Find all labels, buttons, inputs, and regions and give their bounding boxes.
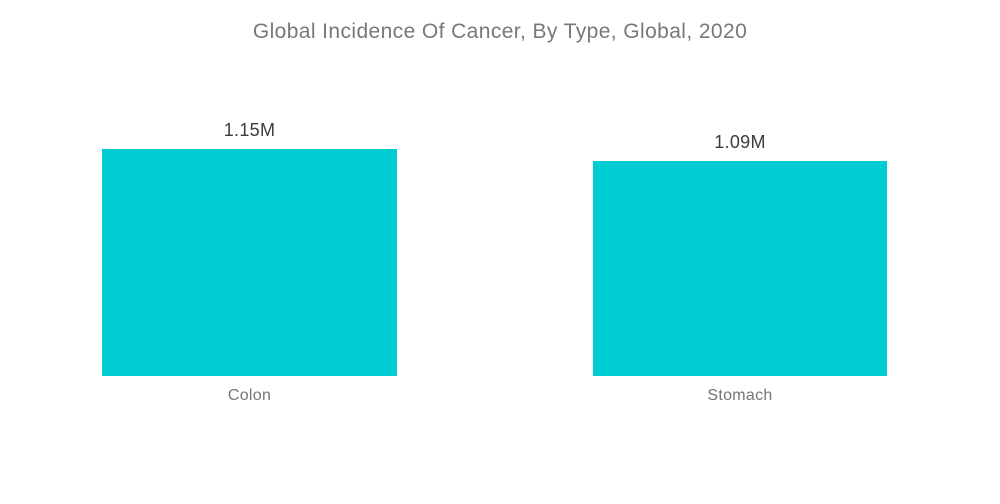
- bar-value-label-colon: 1.15M: [223, 120, 276, 141]
- category-label-colon: Colon: [227, 387, 272, 404]
- bar-stomach: [593, 161, 887, 376]
- bar-colon: [102, 149, 397, 376]
- bar-group-stomach: 1.09M Stomach: [593, 132, 887, 404]
- bar-value-label-stomach: 1.09M: [714, 132, 766, 153]
- category-label-stomach: Stomach: [707, 387, 773, 404]
- bar-group-colon: 1.15M Colon: [102, 120, 397, 404]
- chart-title: Global Incidence Of Cancer, By Type, Glo…: [252, 20, 748, 43]
